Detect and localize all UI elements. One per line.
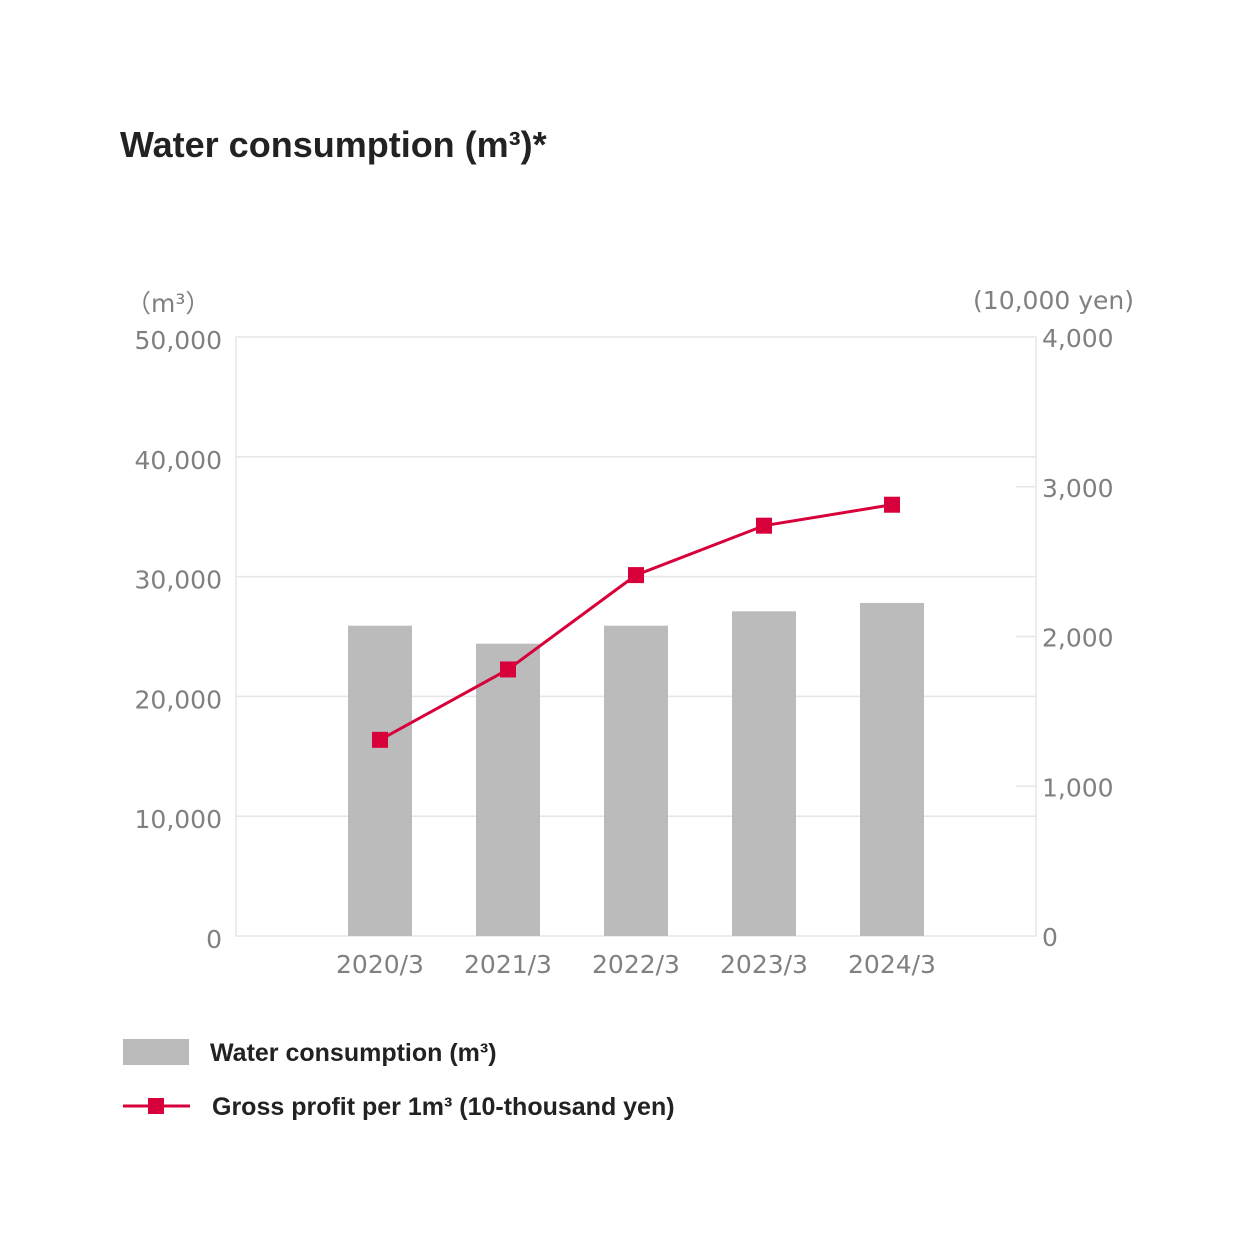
gross-profit-line — [372, 496, 900, 748]
x-tick-label: 2023/3 — [720, 950, 808, 979]
x-axis-labels: 2020/3 2021/3 2022/3 2023/3 2024/3 — [336, 950, 936, 979]
right-axis-ticks: 0 1,000 2,000 3,000 4,000 — [1016, 324, 1114, 952]
gross-profit-point — [628, 567, 644, 584]
water-bar — [732, 611, 796, 936]
left-tick-label: 40,000 — [135, 446, 222, 475]
water-bar — [476, 643, 540, 936]
chart-title: Water consumption (m³)* — [120, 124, 547, 165]
left-tick-label: 20,000 — [135, 685, 222, 714]
gross-profit-point — [756, 517, 772, 534]
water-bar — [860, 602, 924, 936]
legend-label-water: Water consumption (m³) — [210, 1039, 497, 1067]
right-tick-label: 2,000 — [1042, 624, 1114, 653]
right-axis-unit: (10,000 yen) — [973, 286, 1134, 315]
left-axis-unit: （m³） — [126, 289, 210, 318]
right-tick-label: 0 — [1042, 923, 1058, 952]
right-tick-label: 1,000 — [1042, 773, 1114, 802]
right-tick-label: 4,000 — [1042, 324, 1114, 353]
x-tick-label: 2022/3 — [592, 950, 680, 979]
gross-profit-point — [884, 496, 900, 513]
left-tick-label: 30,000 — [135, 566, 222, 595]
left-tick-label: 50,000 — [135, 326, 222, 355]
water-bar — [348, 625, 412, 936]
x-tick-label: 2021/3 — [464, 950, 552, 979]
gross-profit-point — [372, 731, 388, 748]
legend-swatch-bar — [123, 1039, 189, 1065]
left-tick-label: 0 — [206, 925, 222, 954]
left-axis-ticks: 0 10,000 20,000 30,000 40,000 50,000 — [135, 326, 222, 954]
water-consumption-bars — [348, 602, 924, 936]
legend-swatch-marker — [148, 1098, 164, 1114]
legend-label-profit: Gross profit per 1m³ (10-thousand yen) — [212, 1093, 675, 1121]
legend: Water consumption (m³) Gross profit per … — [123, 1039, 675, 1121]
gross-profit-point — [500, 661, 516, 678]
right-tick-label: 3,000 — [1042, 474, 1114, 503]
x-tick-label: 2024/3 — [848, 950, 936, 979]
left-tick-label: 10,000 — [135, 805, 222, 834]
water-bar — [604, 625, 668, 936]
x-tick-label: 2020/3 — [336, 950, 424, 979]
